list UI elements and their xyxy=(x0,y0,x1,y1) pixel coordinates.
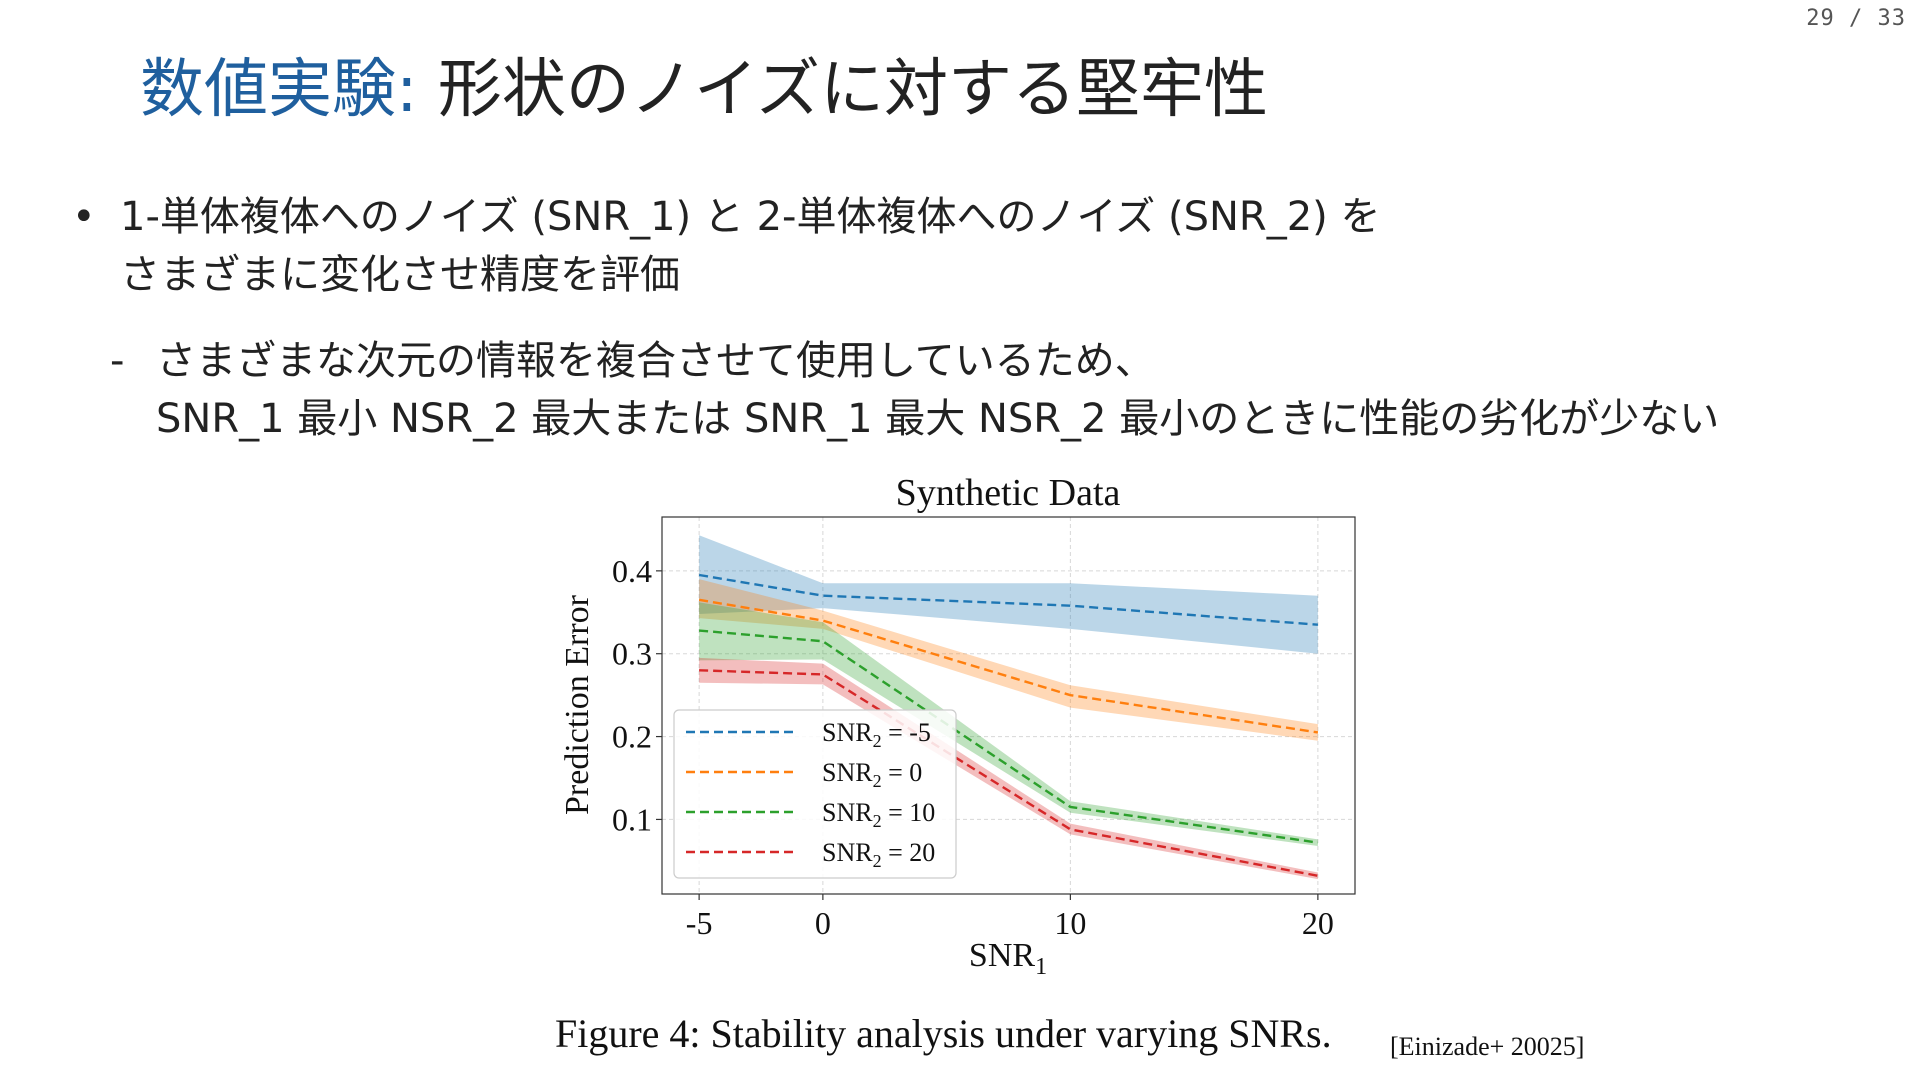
y-tick-label-2: 0.3 xyxy=(612,636,652,672)
x-tick-label-3: 20 xyxy=(1302,905,1334,941)
x-axis-label: SNR1 xyxy=(969,937,1047,980)
stability-chart: Synthetic Data -5 0 10 20 0.1 0.2 0.3 0.4 SNR2 … xyxy=(559,472,1356,980)
bullet-text: 1-単体複体へのノイズ (SNR_1) と 2-単体複体へのノイズ (SNR_2… xyxy=(120,188,1380,304)
y-tick-label-1: 0.2 xyxy=(612,719,652,755)
slide-title-accent: 数値実験: xyxy=(140,53,418,127)
sub-bullet-text: さまざまな次元の情報を複合させて使用しているため、 SNR_1 最小 NSR_2… xyxy=(156,332,1719,448)
citation: [Einizade+ 20025] xyxy=(1390,1032,1585,1061)
axis-ticks: -5 0 10 20 0.1 0.2 0.3 0.4 xyxy=(612,553,1334,941)
legend-label-2: SNR2 = 10 xyxy=(822,798,935,831)
x-axis-label-main: SNR xyxy=(969,937,1035,974)
sub-bullet-marker: - xyxy=(110,338,125,384)
y-tick-label-3: 0.4 xyxy=(612,553,652,589)
sub-bullet-line-1: さまざまな次元の情報を複合させて使用しているため、 xyxy=(156,338,1155,384)
x-axis-label-subscript: 1 xyxy=(1035,954,1047,980)
legend-label-1: SNR2 = 0 xyxy=(822,758,922,791)
slide-title: 数値実験: 形状のノイズに対する堅牢性 xyxy=(140,52,1268,129)
band-series-1 xyxy=(699,579,1318,741)
page-number: 29 / 33 xyxy=(1806,6,1906,31)
chart-title: Synthetic Data xyxy=(896,472,1121,514)
x-tick-label-2: 10 xyxy=(1054,905,1086,941)
sub-bullet-line-2: SNR_1 最小 NSR_2 最大または SNR_1 最大 NSR_2 最小のと… xyxy=(156,396,1720,442)
bullet-line-2: さまざまに変化させ精度を評価 xyxy=(120,252,680,298)
x-tick-label-0: -5 xyxy=(686,905,713,941)
plot-frame xyxy=(661,516,1356,895)
band-series-0 xyxy=(699,535,1318,654)
x-tick-label-1: 0 xyxy=(815,905,831,941)
bullet-line-1: 1-単体複体へのノイズ (SNR_1) と 2-単体複体へのノイズ (SNR_2… xyxy=(120,194,1381,240)
legend-frame xyxy=(673,709,957,879)
y-axis-label: Prediction Error xyxy=(559,594,596,815)
line-series-0 xyxy=(698,573,1318,626)
bullet-marker: • xyxy=(72,194,96,240)
figure-caption: Figure 4: Stability analysis under varyi… xyxy=(555,1011,1332,1056)
legend: SNR2 = -5 SNR2 = 0 SNR2 = 10 SNR2 = 20 xyxy=(673,709,957,879)
legend-label-0: SNR2 = -5 xyxy=(822,718,931,751)
line-series-1 xyxy=(698,598,1319,734)
y-tick-label-0: 0.1 xyxy=(612,801,652,837)
slide-title-text: 形状のノイズに対する堅牢性 xyxy=(417,53,1268,127)
legend-label-3: SNR2 = 20 xyxy=(822,838,935,871)
band-series-3 xyxy=(699,657,1318,880)
